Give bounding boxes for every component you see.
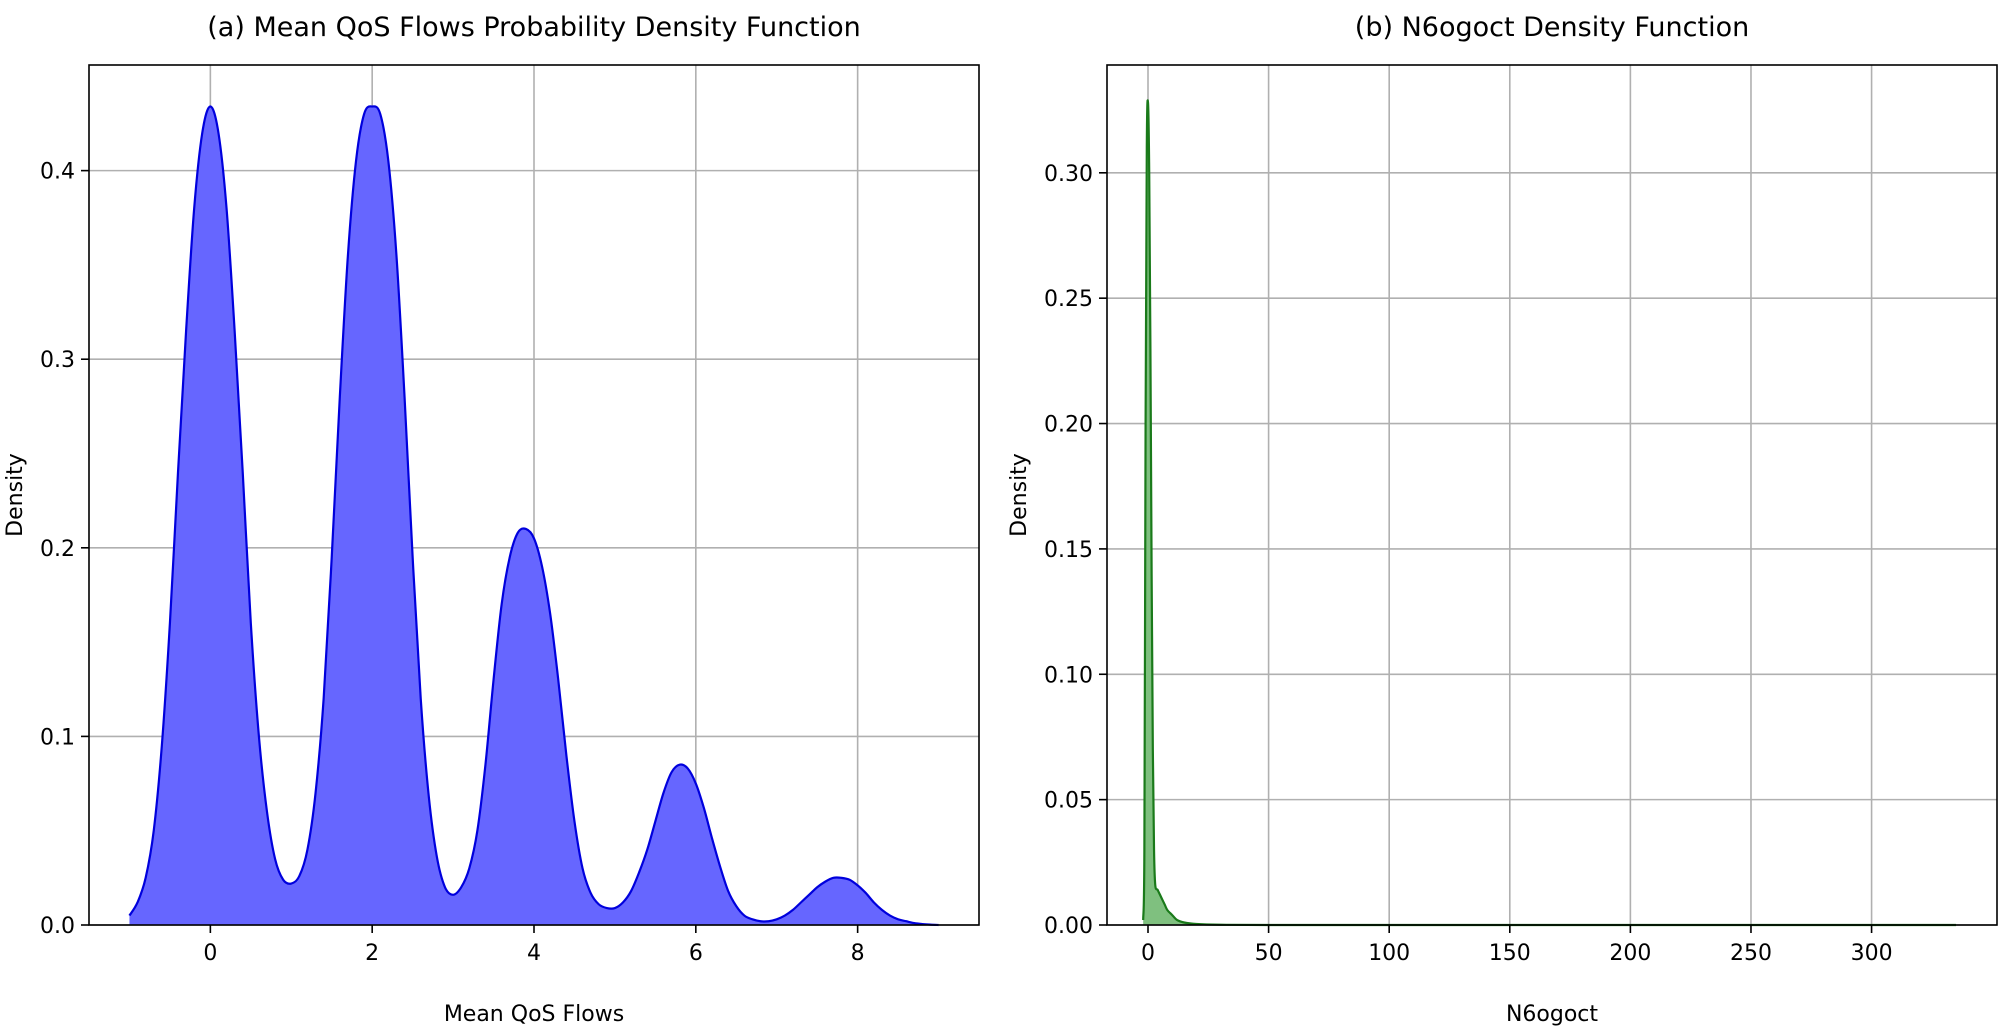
- b-y-tick-label: 0.10: [1044, 663, 1093, 688]
- b-y-tick-label: 0.00: [1044, 914, 1093, 939]
- b-x-tick-label: 100: [1368, 941, 1410, 966]
- panel-b-grid: [1107, 65, 1997, 926]
- a-x-tick-label: 4: [527, 941, 541, 966]
- panel-b-density-line: [1142, 99, 1956, 927]
- b-y-tick-label: 0.25: [1044, 287, 1093, 312]
- b-y-tick-label: 0.20: [1044, 413, 1093, 438]
- panel-a-y-ticks: 0.0 0.1 0.2 0.3 0.4: [40, 160, 89, 939]
- panel-b-x-ticks: 0 50 100 150 200 250 300: [1141, 925, 1893, 966]
- b-y-tick-label: 0.30: [1044, 162, 1093, 187]
- a-y-tick-label: 0.2: [40, 537, 75, 562]
- panel-a-title: (a) Mean QoS Flows Probability Density F…: [207, 12, 861, 43]
- b-x-tick-label: 300: [1851, 941, 1893, 966]
- a-x-tick-label: 8: [851, 941, 865, 966]
- panel-b-plot-frame: [1106, 64, 1998, 926]
- panel-a-density-area: [129, 106, 939, 925]
- panel-b-y-ticks: 0.00 0.05 0.10 0.15 0.20 0.25 0.30: [1044, 162, 1107, 939]
- panel-a-x-axis-label: Mean QoS Flows: [444, 1002, 624, 1027]
- a-y-tick-label: 0.4: [40, 160, 75, 185]
- panel-a-mean-qos-flows: (a) Mean QoS Flows Probability Density F…: [3, 12, 980, 1027]
- b-y-tick-label: 0.05: [1044, 789, 1093, 814]
- a-y-tick-label: 0.0: [40, 914, 75, 939]
- panel-b-title: (b) N6ogoct Density Function: [1355, 12, 1749, 43]
- panel-b-y-axis-label: Density: [1007, 453, 1032, 537]
- panel-a-density-line: [128, 105, 939, 927]
- panel-a-y-axis-label: Density: [3, 453, 28, 537]
- panel-b-x-axis-label: N6ogoct: [1506, 1002, 1598, 1027]
- a-x-tick-label: 6: [689, 941, 703, 966]
- b-y-tick-label: 0.15: [1044, 538, 1093, 563]
- panel-b-density-area: [1143, 100, 1956, 925]
- a-x-tick-label: 2: [365, 941, 379, 966]
- b-x-tick-label: 200: [1609, 941, 1651, 966]
- panel-a-x-ticks: 0 2 4 6 8: [203, 925, 865, 966]
- b-x-tick-label: 250: [1730, 941, 1772, 966]
- a-y-tick-label: 0.1: [40, 725, 75, 750]
- b-x-tick-label: 50: [1255, 941, 1283, 966]
- panel-b-n6ogoct: (b) N6ogoct Density Function 0 50 100 150 20…: [1007, 12, 1998, 1027]
- b-x-tick-label: 0: [1141, 941, 1155, 966]
- b-x-tick-label: 150: [1489, 941, 1531, 966]
- a-y-tick-label: 0.3: [40, 348, 75, 373]
- a-x-tick-label: 0: [203, 941, 217, 966]
